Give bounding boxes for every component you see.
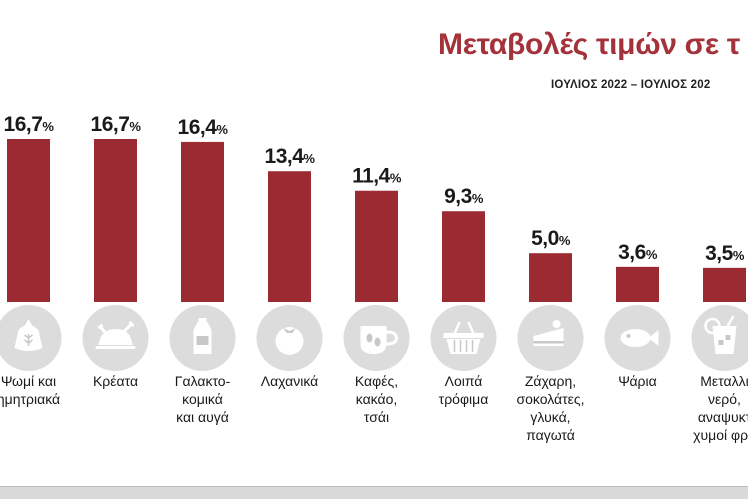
fish-icon bbox=[605, 305, 671, 371]
bar bbox=[268, 171, 311, 302]
bar-value-label: 16,4% bbox=[178, 116, 229, 139]
bar bbox=[529, 253, 572, 302]
bar-value-label: 16,7% bbox=[91, 113, 142, 136]
shopping-basket-icon bbox=[431, 305, 497, 371]
juice-glass-icon bbox=[692, 305, 748, 371]
category-label: Ψάρια bbox=[618, 373, 656, 389]
bottom-band bbox=[0, 486, 748, 499]
category-label: Καφές,κακάο,τσάι bbox=[355, 373, 398, 425]
bar-value-label: 3,5% bbox=[705, 242, 745, 265]
roast-chicken-icon bbox=[83, 305, 149, 371]
coffee-cup-icon bbox=[344, 305, 410, 371]
bar-value-label: 16,7% bbox=[4, 113, 55, 136]
bar-value-label: 9,3% bbox=[444, 185, 484, 208]
bar-value-label: 3,6% bbox=[618, 241, 658, 264]
bar bbox=[94, 139, 137, 302]
category-label: Κρέατα bbox=[93, 373, 138, 389]
milk-carton-icon bbox=[170, 305, 236, 371]
bar bbox=[7, 139, 50, 302]
bar bbox=[355, 191, 398, 302]
bar bbox=[703, 268, 746, 302]
bar bbox=[442, 211, 485, 302]
bar-value-label: 11,4% bbox=[352, 165, 402, 188]
cake-slice-icon bbox=[518, 305, 584, 371]
category-label: Λαχανικά bbox=[261, 373, 319, 389]
flour-sack-icon bbox=[0, 305, 62, 371]
tomato-icon bbox=[257, 305, 323, 371]
bar-value-label: 13,4% bbox=[265, 145, 316, 168]
bar-value-label: 5,0% bbox=[531, 227, 571, 250]
bar bbox=[616, 267, 659, 302]
category-label: Ζάχαρη,σοκολάτες,γλυκά,παγωτά bbox=[516, 373, 584, 443]
bar bbox=[181, 142, 224, 302]
